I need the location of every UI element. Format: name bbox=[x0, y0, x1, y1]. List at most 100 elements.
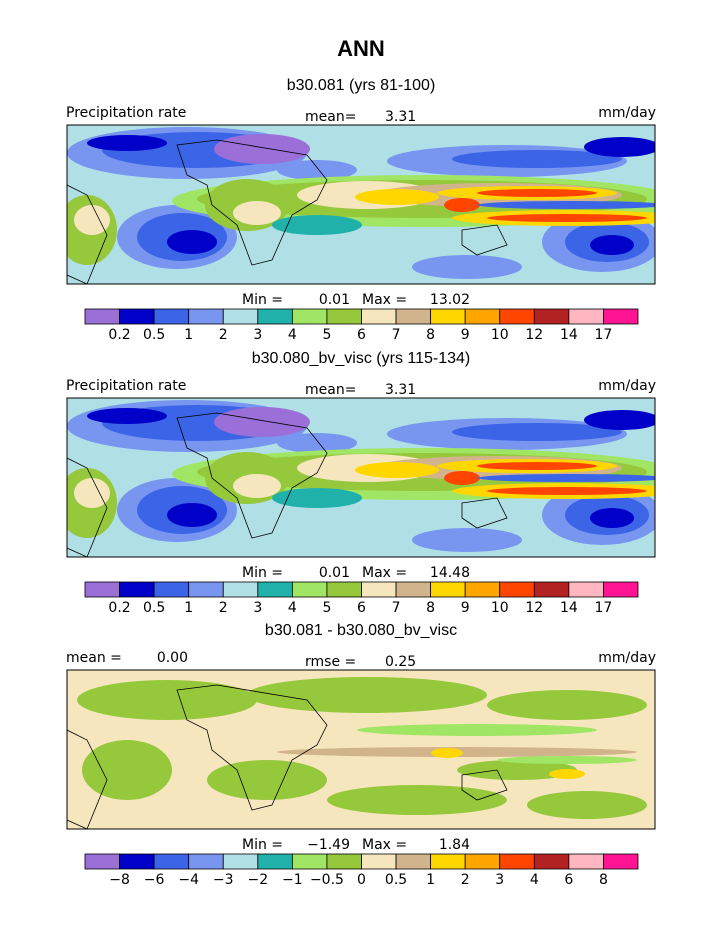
colorbar-box bbox=[153, 581, 190, 598]
colorbar-label: 12 bbox=[525, 600, 543, 616]
colorbar-box bbox=[533, 308, 570, 325]
field-region bbox=[277, 433, 357, 453]
left-label: Precipitation rate bbox=[66, 378, 186, 394]
colorbar-box bbox=[464, 308, 501, 325]
field-region bbox=[77, 680, 257, 720]
units: mm/day bbox=[598, 650, 656, 666]
colorbar-box bbox=[257, 853, 293, 870]
field-region bbox=[590, 235, 634, 255]
center-label: mean= bbox=[305, 382, 356, 398]
colorbar-label: 10 bbox=[491, 327, 509, 343]
colorbar-label: 0.5 bbox=[143, 327, 165, 343]
colorbar-label: −6 bbox=[144, 872, 165, 888]
field-region bbox=[214, 134, 310, 164]
map bbox=[67, 670, 655, 829]
colorbar-label: 9 bbox=[461, 600, 470, 616]
colorbar-label: 3 bbox=[495, 872, 504, 888]
colorbar-box bbox=[291, 581, 328, 598]
colorbar-label: −3 bbox=[213, 872, 234, 888]
colorbar-box bbox=[257, 581, 293, 598]
field-region bbox=[487, 487, 647, 495]
center-value: 3.31 bbox=[385, 382, 416, 398]
center-label: rmse = bbox=[305, 654, 356, 670]
field-region bbox=[477, 474, 655, 482]
max-value: 14.48 bbox=[430, 565, 470, 581]
field-region bbox=[590, 508, 634, 528]
colorbar-label: 17 bbox=[595, 600, 613, 616]
colorbar-box bbox=[222, 853, 259, 870]
colorbar-label: 8 bbox=[599, 872, 608, 888]
colorbar-box bbox=[499, 308, 535, 325]
colorbar-box bbox=[188, 853, 224, 870]
colorbar-box bbox=[395, 853, 432, 870]
colorbar-box bbox=[568, 581, 604, 598]
field-region bbox=[549, 769, 585, 779]
colorbar-label: 1 bbox=[184, 600, 193, 616]
left-value: 0.00 bbox=[157, 650, 188, 666]
colorbar-label: 14 bbox=[560, 327, 578, 343]
colorbar-label: −8 bbox=[109, 872, 130, 888]
field-region bbox=[167, 230, 217, 254]
panel-subtitle: b30.080_bv_visc (yrs 115-134) bbox=[252, 350, 471, 367]
field-region bbox=[497, 756, 637, 764]
map bbox=[67, 398, 655, 557]
colorbar-box bbox=[153, 308, 190, 325]
field-region bbox=[477, 462, 597, 470]
colorbar-box bbox=[119, 308, 155, 325]
colorbar-label: −1 bbox=[282, 872, 303, 888]
colorbar-label: 0.5 bbox=[385, 872, 407, 888]
field-region bbox=[487, 214, 647, 222]
center-value: 3.31 bbox=[385, 109, 416, 125]
colorbar-box bbox=[568, 308, 604, 325]
colorbar-box bbox=[430, 308, 466, 325]
colorbar-label: 10 bbox=[491, 600, 509, 616]
colorbar-box bbox=[326, 308, 362, 325]
figure-title: ANN bbox=[337, 36, 385, 61]
min-value: 0.01 bbox=[319, 292, 350, 308]
field-region bbox=[584, 410, 655, 430]
colorbar-box bbox=[326, 853, 362, 870]
max-label: Max = bbox=[362, 292, 407, 308]
colorbar-box bbox=[464, 853, 501, 870]
colorbar-label: 6 bbox=[357, 327, 366, 343]
field-region bbox=[247, 677, 487, 713]
colorbar-box bbox=[361, 308, 397, 325]
field-region bbox=[357, 724, 597, 736]
colorbar-box bbox=[603, 308, 639, 325]
colorbar-label: 17 bbox=[595, 327, 613, 343]
colorbar-box bbox=[568, 853, 604, 870]
max-label: Max = bbox=[362, 565, 407, 581]
field-region bbox=[452, 423, 622, 441]
colorbar-box bbox=[464, 581, 501, 598]
field-region bbox=[527, 791, 647, 819]
field-region bbox=[167, 503, 217, 527]
colorbar-label: 7 bbox=[392, 327, 401, 343]
min-value: −1.49 bbox=[307, 837, 350, 853]
colorbar-box bbox=[84, 853, 120, 870]
colorbar-box bbox=[361, 853, 397, 870]
colorbar-label: 6 bbox=[357, 600, 366, 616]
map-frame bbox=[66, 669, 656, 830]
colorbar-label: 6 bbox=[564, 872, 573, 888]
colorbar-label: 4 bbox=[530, 872, 539, 888]
field-region bbox=[82, 740, 172, 800]
min-label: Min = bbox=[242, 837, 283, 853]
units: mm/day bbox=[598, 378, 656, 394]
colorbar-label: −4 bbox=[178, 872, 199, 888]
colorbar-label: −0.5 bbox=[310, 872, 344, 888]
coastline bbox=[67, 139, 508, 284]
colorbar-box bbox=[603, 581, 639, 598]
colorbar-box bbox=[395, 581, 432, 598]
panel-subtitle: b30.081 (yrs 81-100) bbox=[287, 77, 436, 94]
colorbar-box bbox=[430, 581, 466, 598]
panel-subtitle: b30.081 - b30.080_bv_visc bbox=[265, 622, 457, 639]
colorbar-box bbox=[119, 853, 155, 870]
field-region bbox=[355, 462, 439, 478]
field-region bbox=[214, 407, 310, 437]
colorbar-box bbox=[84, 581, 120, 598]
colorbar-box bbox=[499, 581, 535, 598]
colorbar-box bbox=[291, 308, 328, 325]
field-region bbox=[327, 785, 507, 815]
map bbox=[67, 125, 655, 284]
colorbar-box bbox=[257, 308, 293, 325]
